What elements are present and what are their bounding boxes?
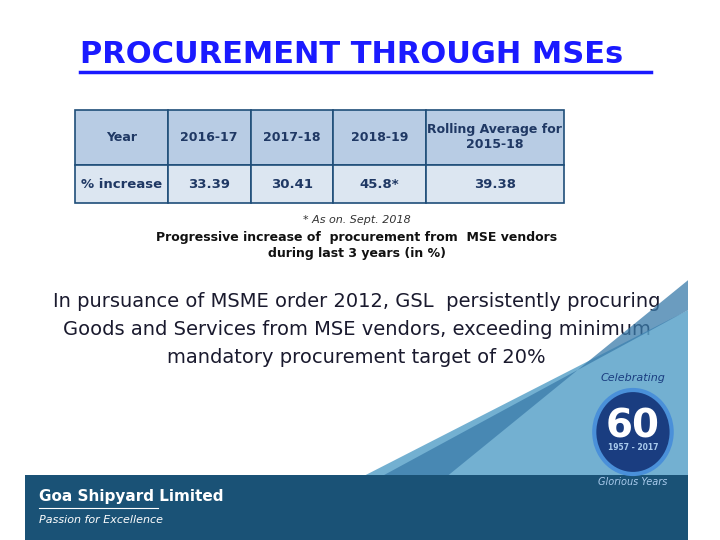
Bar	[251, 110, 333, 165]
Text: In pursuance of MSME order 2012, GSL  persistently procuring
Goods and Services : In pursuance of MSME order 2012, GSL per…	[53, 292, 660, 367]
Bar	[168, 165, 251, 203]
Polygon shape	[366, 310, 688, 475]
Text: Celebrating: Celebrating	[600, 373, 665, 383]
Circle shape	[594, 390, 672, 474]
Text: 2016-17: 2016-17	[180, 131, 238, 144]
Text: Progressive increase of  procurement from  MSE vendors: Progressive increase of procurement from…	[156, 231, 557, 244]
Text: Rolling Average for
2015-18: Rolling Average for 2015-18	[427, 124, 562, 152]
Text: during last 3 years (in %): during last 3 years (in %)	[268, 247, 446, 260]
Text: 2018-19: 2018-19	[351, 131, 408, 144]
Polygon shape	[384, 280, 688, 475]
Text: 60: 60	[606, 408, 660, 446]
Bar	[76, 110, 168, 165]
Text: Passion for Excellence: Passion for Excellence	[39, 515, 163, 525]
Text: 2017-18: 2017-18	[264, 131, 320, 144]
Bar	[333, 165, 426, 203]
Text: * As on. Sept. 2018: * As on. Sept. 2018	[302, 215, 410, 225]
Text: 30.41: 30.41	[271, 178, 313, 191]
Text: 45.8*: 45.8*	[360, 178, 400, 191]
Bar	[426, 165, 564, 203]
Bar	[24, 475, 688, 540]
Text: 33.39: 33.39	[188, 178, 230, 191]
Text: 39.38: 39.38	[474, 178, 516, 191]
Text: Year: Year	[106, 131, 137, 144]
Bar	[168, 110, 251, 165]
Text: % increase: % increase	[81, 178, 162, 191]
Bar	[333, 110, 426, 165]
Text: 1957 - 2017: 1957 - 2017	[608, 443, 658, 453]
Bar	[76, 165, 168, 203]
Text: Goa Shipyard Limited: Goa Shipyard Limited	[39, 489, 223, 503]
Bar	[426, 110, 564, 165]
Bar	[251, 165, 333, 203]
Text: Glorious Years: Glorious Years	[598, 477, 667, 487]
Text: PROCUREMENT THROUGH MSEs: PROCUREMENT THROUGH MSEs	[80, 40, 624, 69]
